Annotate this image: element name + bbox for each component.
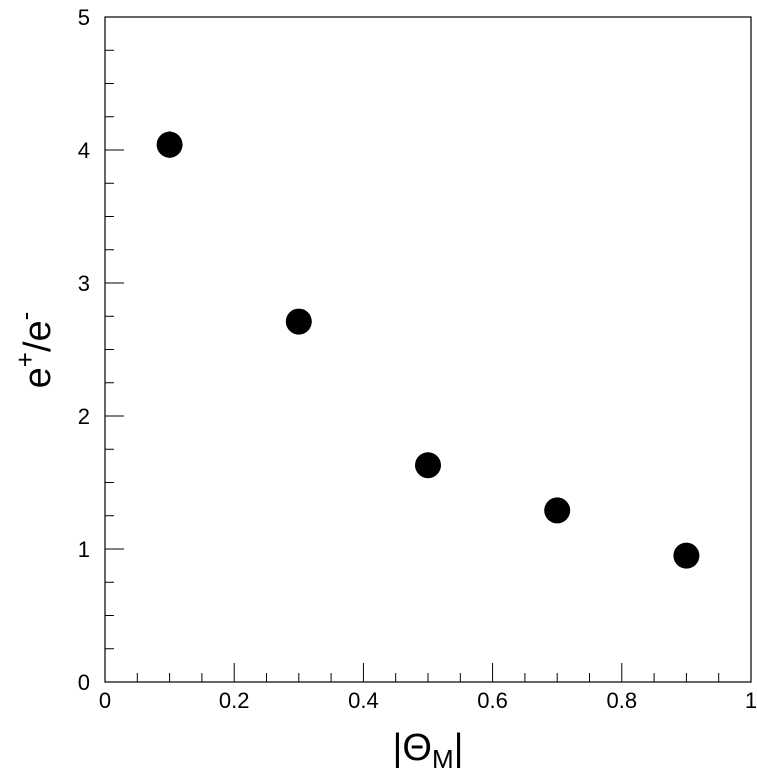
- x-tick-label: 0.2: [219, 688, 250, 713]
- x-axis-ticks: [104, 663, 752, 682]
- plot-frame: [104, 16, 752, 683]
- x-axis-title: |ΘM|: [393, 727, 464, 768]
- y-tick-label: 5: [78, 5, 90, 30]
- data-point: [156, 131, 183, 158]
- data-point: [544, 497, 571, 524]
- y-axis-title: e+/e-: [10, 312, 59, 389]
- data-point: [415, 452, 441, 479]
- data-series: [156, 131, 700, 569]
- data-point: [673, 542, 700, 569]
- y-tick-label: 1: [78, 537, 90, 562]
- x-tick-label: 0.8: [607, 688, 638, 713]
- y-tick-label: 0: [78, 670, 90, 695]
- x-tick-label: 0: [99, 688, 111, 713]
- x-axis-tick-labels: 0 0.2 0.4 0.6 0.8 1: [99, 688, 757, 713]
- y-tick-label: 4: [78, 138, 90, 163]
- x-tick-label: 1: [745, 688, 757, 713]
- y-axis-ticks: [105, 16, 124, 683]
- x-tick-label: 0.6: [477, 688, 508, 713]
- data-point: [285, 308, 312, 335]
- y-tick-label: 3: [78, 271, 90, 296]
- x-tick-label: 0.4: [348, 688, 379, 713]
- y-axis-tick-labels: 0 1 2 3 4 5: [78, 5, 90, 695]
- y-tick-label: 2: [78, 404, 90, 429]
